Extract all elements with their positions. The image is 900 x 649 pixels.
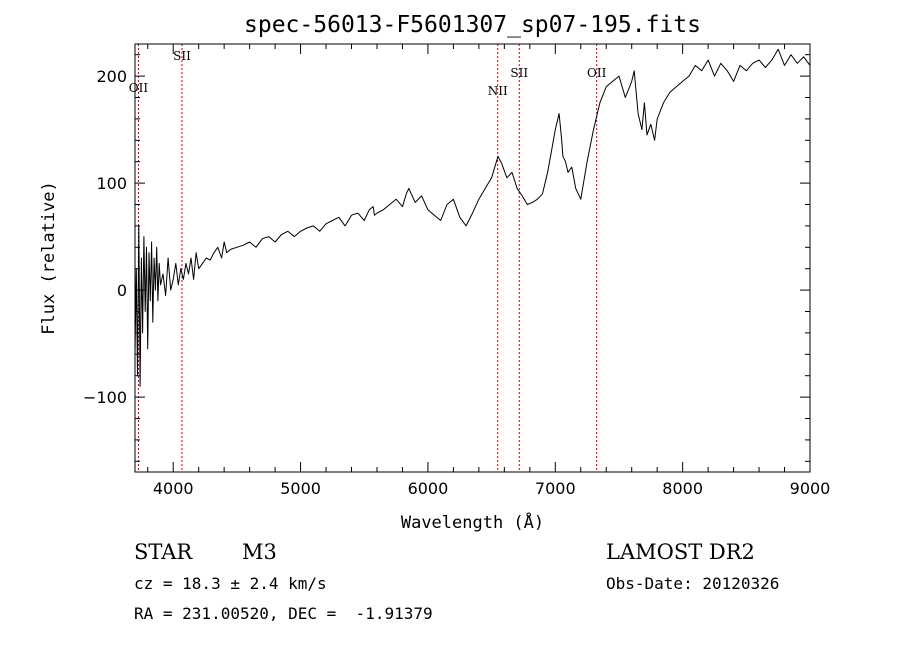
subclass-label: M3 bbox=[242, 540, 277, 564]
y-tick-label: 0 bbox=[117, 281, 127, 300]
x-tick-label: 7000 bbox=[535, 479, 576, 498]
plot-frame bbox=[134, 43, 811, 473]
spectrum-chart: spec-56013-F5601307_sp07-195.fitsOIISIIN… bbox=[39, 12, 831, 533]
coordinates-label: RA = 231.00520, DEC = -1.91379 bbox=[134, 604, 433, 623]
emission-line-label: OII bbox=[129, 81, 149, 95]
emission-line-label: OII bbox=[587, 66, 607, 80]
y-tick-label: 200 bbox=[96, 67, 127, 86]
y-tick-label: 100 bbox=[96, 174, 127, 193]
x-tick-label: 6000 bbox=[408, 479, 449, 498]
object-class-label: STAR bbox=[134, 540, 193, 564]
chart-title: spec-56013-F5601307_sp07-195.fits bbox=[244, 12, 701, 38]
obs-date-label: Obs-Date: 20120326 bbox=[606, 574, 780, 593]
x-tick-label: 8000 bbox=[662, 479, 703, 498]
x-tick-label: 9000 bbox=[790, 479, 831, 498]
emission-line-label: SII bbox=[173, 49, 191, 63]
y-axis-label: Flux (relative) bbox=[39, 181, 59, 335]
spectrum-line bbox=[134, 48, 811, 387]
y-tick-label: −100 bbox=[83, 388, 127, 407]
x-axis-label: Wavelength (Å) bbox=[401, 511, 544, 533]
x-tick-label: 4000 bbox=[153, 479, 194, 498]
emission-line-label: SII bbox=[510, 66, 528, 80]
redshift-label: cz = 18.3 ± 2.4 km/s bbox=[134, 574, 327, 593]
survey-label: LAMOST DR2 bbox=[606, 540, 755, 564]
emission-line-label: NII bbox=[488, 84, 508, 98]
x-tick-label: 5000 bbox=[280, 479, 321, 498]
